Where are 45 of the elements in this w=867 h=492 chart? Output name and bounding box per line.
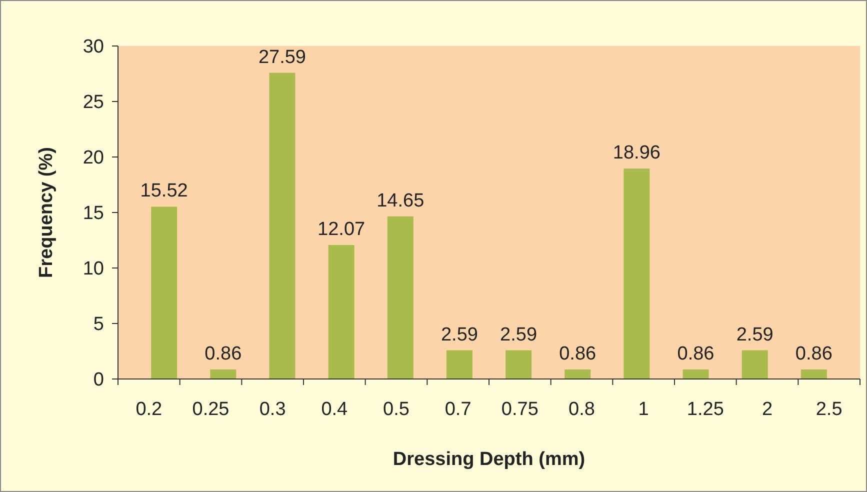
bar bbox=[624, 168, 650, 379]
data-label: 15.52 bbox=[140, 180, 188, 202]
bar bbox=[446, 350, 472, 379]
x-tick-label: 0.3 bbox=[259, 399, 286, 420]
bar bbox=[328, 245, 354, 379]
y-tick-label: 30 bbox=[82, 36, 104, 58]
data-label: 14.65 bbox=[376, 190, 424, 212]
bar bbox=[269, 72, 296, 379]
y-tick-label: 20 bbox=[82, 148, 104, 169]
bar bbox=[742, 350, 768, 379]
bar bbox=[682, 369, 709, 379]
x-axis-title: Dressing Depth (mm) bbox=[392, 449, 586, 470]
data-label: 0.86 bbox=[795, 343, 832, 364]
data-label: 0.86 bbox=[204, 343, 242, 364]
x-tick-label: 0.4 bbox=[321, 399, 348, 420]
x-tick-label: 2.5 bbox=[816, 399, 842, 420]
data-label: 2.59 bbox=[500, 324, 538, 346]
bar bbox=[506, 350, 532, 379]
y-axis-title: Frequency (%) bbox=[36, 147, 57, 278]
bar bbox=[210, 369, 236, 379]
x-tick-label: 0.5 bbox=[383, 399, 410, 420]
data-label: 0.86 bbox=[677, 343, 714, 364]
y-tick-label: 10 bbox=[82, 258, 104, 280]
data-label: 2.59 bbox=[440, 324, 478, 346]
x-tick-label: 1.25 bbox=[686, 399, 724, 420]
data-label: 27.59 bbox=[258, 46, 306, 68]
data-label: 18.96 bbox=[612, 142, 660, 164]
data-label: 2.59 bbox=[736, 324, 774, 346]
y-tick-label: 0 bbox=[93, 370, 104, 391]
y-tick-label: 15 bbox=[82, 203, 104, 224]
bar bbox=[387, 216, 414, 379]
x-tick-label: 0.8 bbox=[568, 399, 595, 420]
bar bbox=[564, 369, 591, 379]
y-tick-label: 5 bbox=[93, 314, 104, 336]
y-tick-label: 25 bbox=[82, 92, 104, 114]
x-tick-label: 0.2 bbox=[136, 399, 162, 420]
x-tick-label: 0.75 bbox=[501, 399, 538, 420]
x-tick-label: 1 bbox=[638, 399, 649, 420]
data-label: 0.86 bbox=[559, 343, 596, 364]
bar bbox=[151, 206, 178, 379]
x-tick-label: 0.25 bbox=[192, 399, 230, 420]
data-label: 12.07 bbox=[318, 219, 366, 240]
x-tick-label: 0.7 bbox=[444, 399, 472, 420]
bar bbox=[800, 369, 827, 379]
x-tick-label: 2 bbox=[762, 399, 773, 420]
